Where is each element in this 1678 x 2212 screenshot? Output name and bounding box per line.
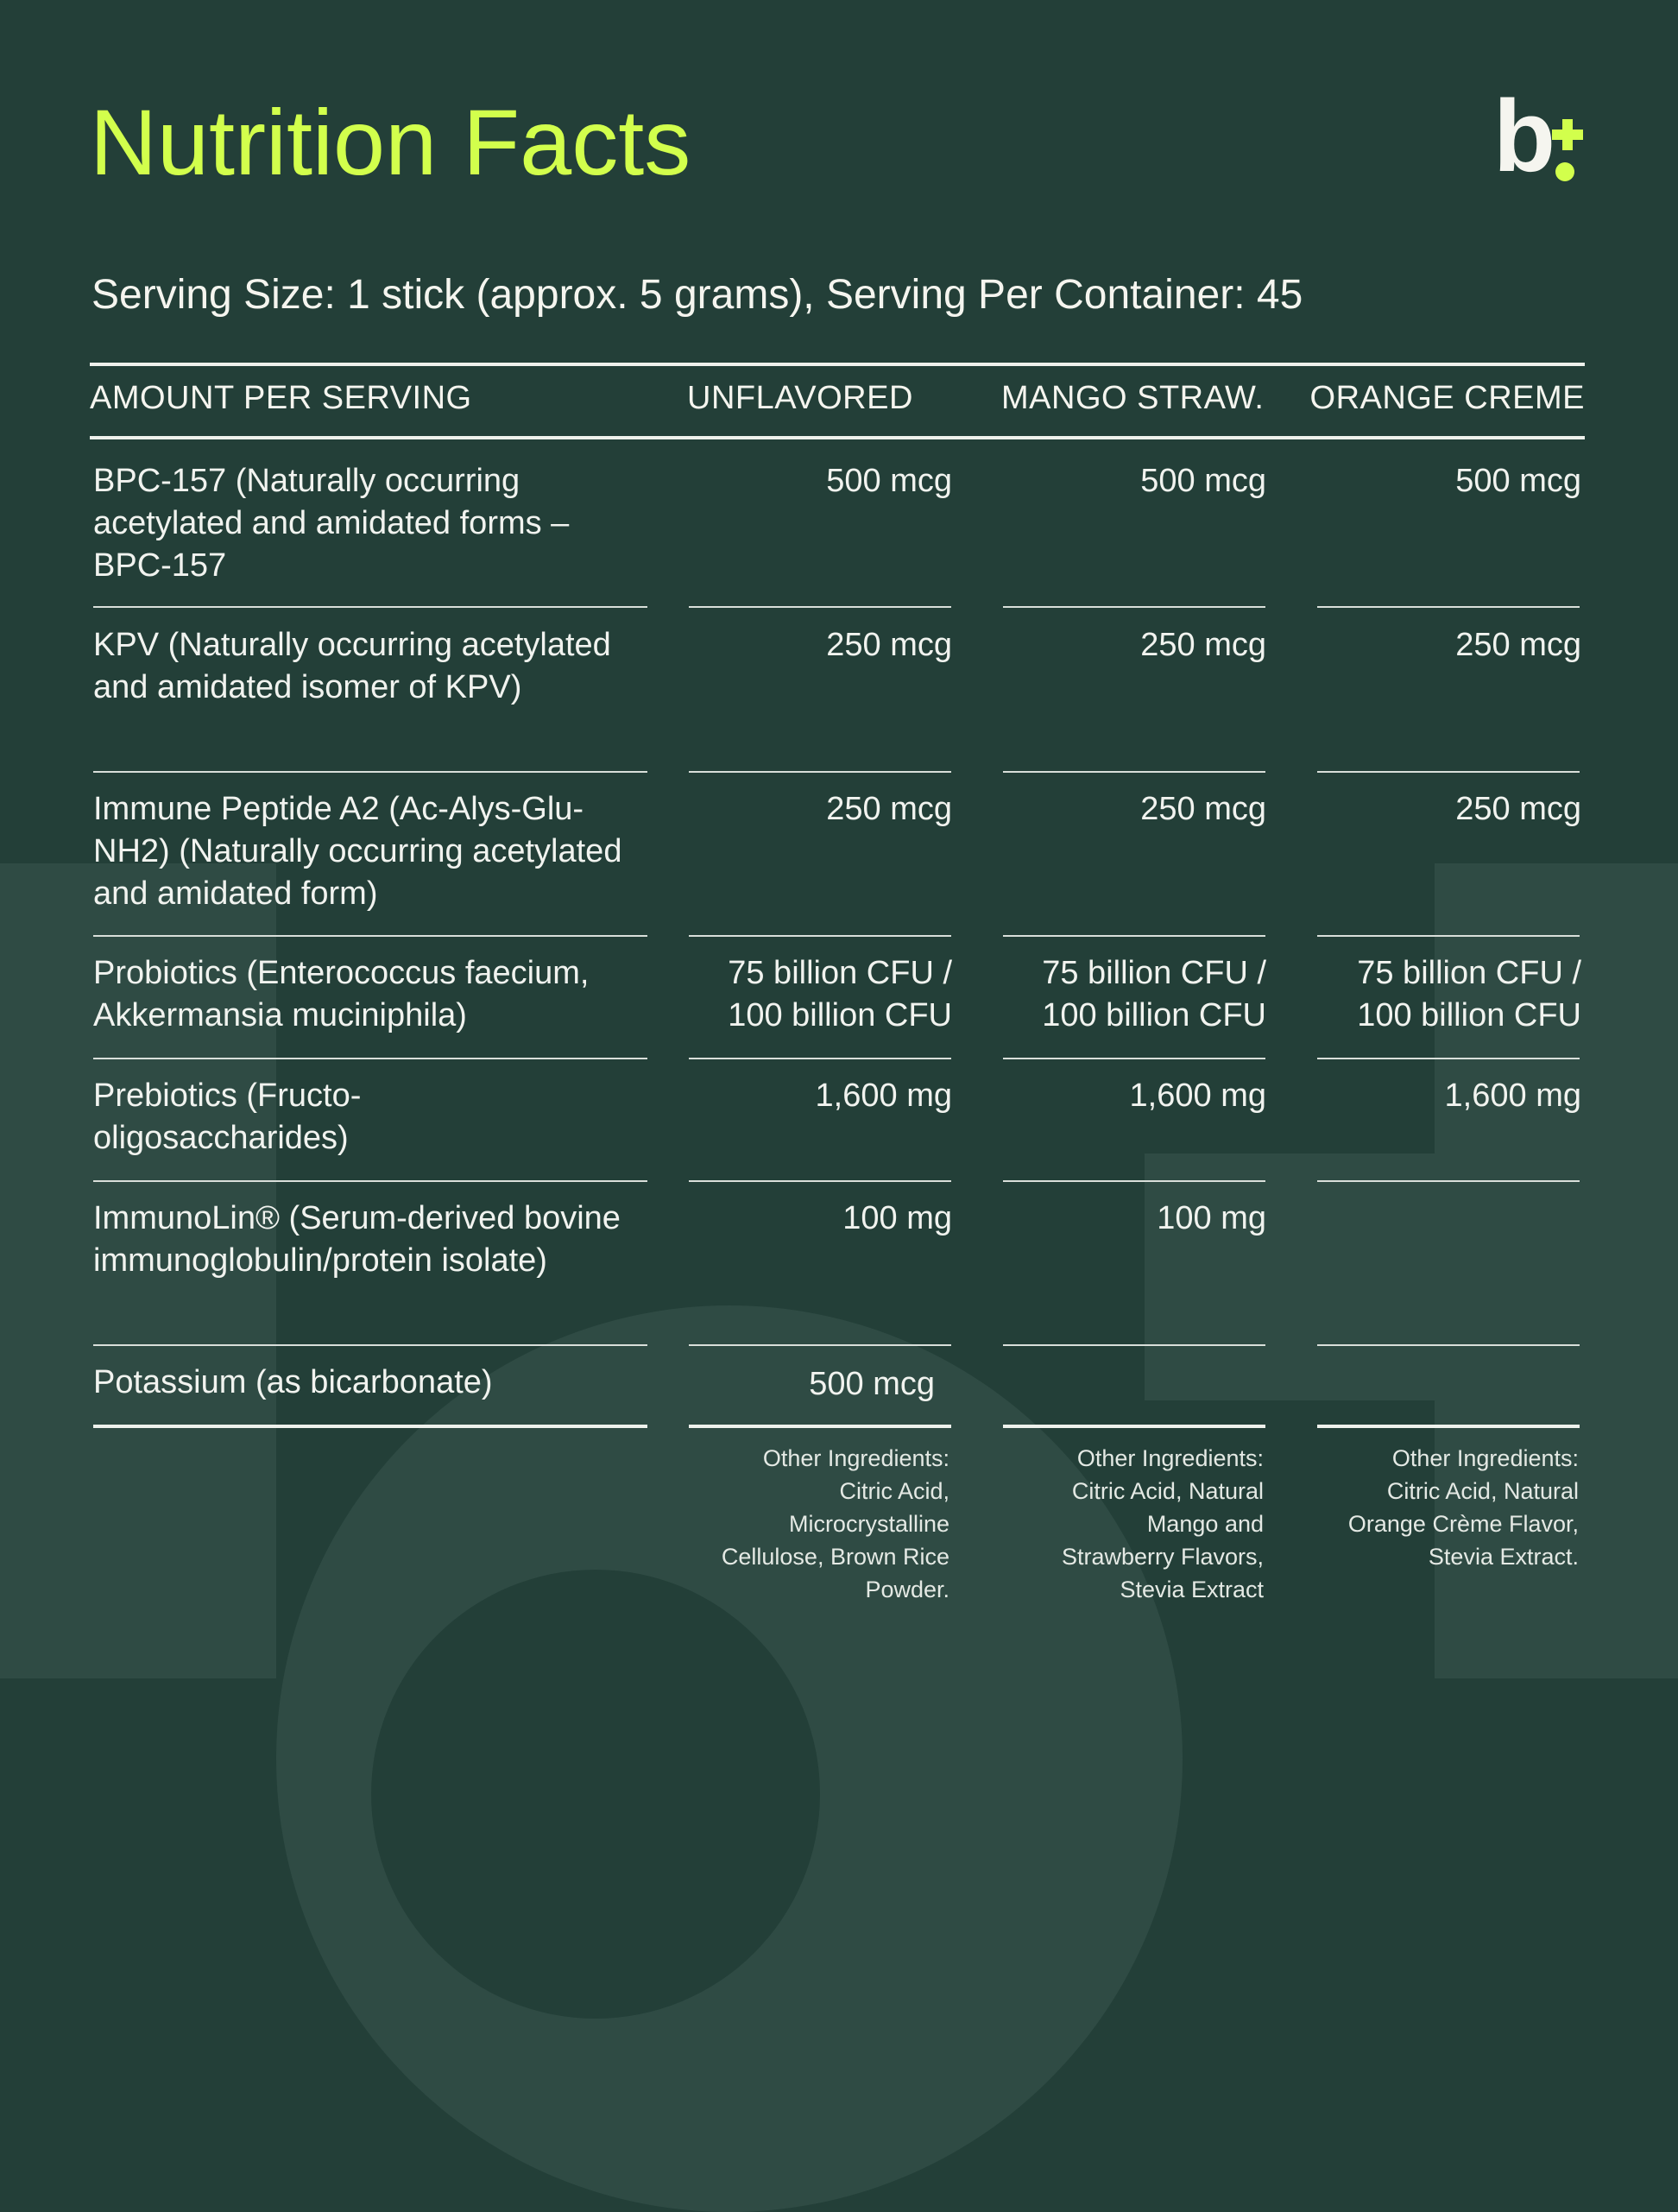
watermark-stem (0, 863, 276, 1678)
value-orange-creme: 1,600 mg (1444, 1078, 1581, 1114)
ingredient-name: Prebiotics (Fructo-oligosaccharides) (93, 1078, 362, 1156)
table-bottom-rule (1317, 1425, 1580, 1428)
header-unflavored: UNFLAVORED (687, 380, 913, 416)
ingredient-name: BPC-157 (Naturally occurring acetylated … (93, 463, 570, 584)
table-bottom-rule (93, 1425, 647, 1428)
row-divider (689, 935, 951, 937)
row-divider (1317, 1180, 1580, 1182)
header-bottom-rule (90, 436, 1585, 439)
value-mango-strawberry: 500 mcg (1140, 463, 1266, 499)
value-orange-creme: 75 billion CFU / 100 billion CFU (1357, 955, 1581, 1033)
other-ingredients-unflavored: Other Ingredients: Citric Acid, Microcry… (721, 1445, 949, 1602)
header-top-rule (90, 363, 1585, 366)
dot-icon (1555, 162, 1574, 181)
row-divider (689, 606, 951, 608)
row-divider (1003, 606, 1265, 608)
header-orange-creme: ORANGE CREME (1309, 380, 1585, 416)
header-amount-per-serving: AMOUNT PER SERVING (90, 380, 472, 416)
row-divider (689, 1058, 951, 1059)
value-orange-creme: 250 mcg (1455, 791, 1581, 827)
row-divider (689, 1180, 951, 1182)
nutrition-panel: Nutrition Facts b Serving Size: 1 stick … (90, 85, 1588, 1602)
row-divider (1317, 935, 1580, 937)
value-unflavored: 500 mcg (809, 1366, 935, 1402)
value-unflavored: 500 mcg (826, 463, 952, 499)
value-mango-strawberry: 75 billion CFU / 100 billion CFU (1042, 955, 1266, 1033)
row-divider (93, 1180, 647, 1182)
table-bottom-rule (689, 1425, 951, 1428)
value-mango-strawberry: 1,600 mg (1129, 1078, 1266, 1114)
row-divider (1003, 1058, 1265, 1059)
row-divider (93, 1344, 647, 1346)
row-divider (1317, 606, 1580, 608)
row-divider (93, 771, 647, 773)
row-divider (1317, 1344, 1580, 1346)
table-bottom-rule (1003, 1425, 1265, 1428)
ingredient-name: Immune Peptide A2 (Ac-Alys-Glu-NH2) (Nat… (93, 791, 622, 912)
row-divider (1003, 1344, 1265, 1346)
value-unflavored: 100 mg (842, 1200, 952, 1236)
serving-info: Serving Size: 1 stick (approx. 5 grams),… (91, 272, 1303, 318)
row-divider (1317, 771, 1580, 773)
other-ingredients-mango-strawberry: Other Ingredients: Citric Acid, Natural … (1061, 1445, 1264, 1602)
value-orange-creme: 250 mcg (1455, 627, 1581, 663)
table-header: AMOUNT PER SERVING UNFLAVORED MANGO STRA… (90, 364, 1585, 437)
ingredient-name: Probiotics (Enterococcus faecium, Akkerm… (93, 955, 590, 1033)
ingredient-name: ImmunoLin® (Serum-derived bovine immunog… (93, 1200, 621, 1279)
value-orange-creme: 500 mcg (1455, 463, 1581, 499)
value-unflavored: 1,600 mg (815, 1078, 952, 1114)
other-ingredients-orange-creme: Other Ingredients: Citric Acid, Natural … (1347, 1445, 1579, 1570)
row-divider (689, 1344, 951, 1346)
row-divider (1003, 935, 1265, 937)
value-mango-strawberry: 250 mcg (1140, 791, 1266, 827)
row-divider (689, 771, 951, 773)
row-divider (1317, 1058, 1580, 1059)
page-title: Nutrition Facts (90, 90, 691, 194)
header-mango-strawberry: MANGO STRAW. (1001, 380, 1265, 416)
plus-icon-bar (1552, 130, 1583, 140)
brand-logo: b (1493, 85, 1588, 188)
row-divider (1003, 1180, 1265, 1182)
watermark-plus-horizontal (1145, 1153, 1678, 1400)
ingredient-name: KPV (Naturally occurring acetylated and … (93, 627, 611, 705)
value-mango-strawberry: 100 mg (1157, 1200, 1266, 1236)
row-divider (93, 606, 647, 608)
value-unflavored: 75 billion CFU / 100 billion CFU (728, 955, 952, 1033)
row-divider (93, 1058, 647, 1059)
row-divider (1003, 771, 1265, 773)
value-mango-strawberry: 250 mcg (1140, 627, 1266, 663)
brand-logo-letter: b (1493, 79, 1556, 193)
value-unflavored: 250 mcg (826, 791, 952, 827)
ingredient-name: Potassium (as bicarbonate) (93, 1364, 493, 1400)
value-unflavored: 250 mcg (826, 627, 952, 663)
row-divider (93, 935, 647, 937)
